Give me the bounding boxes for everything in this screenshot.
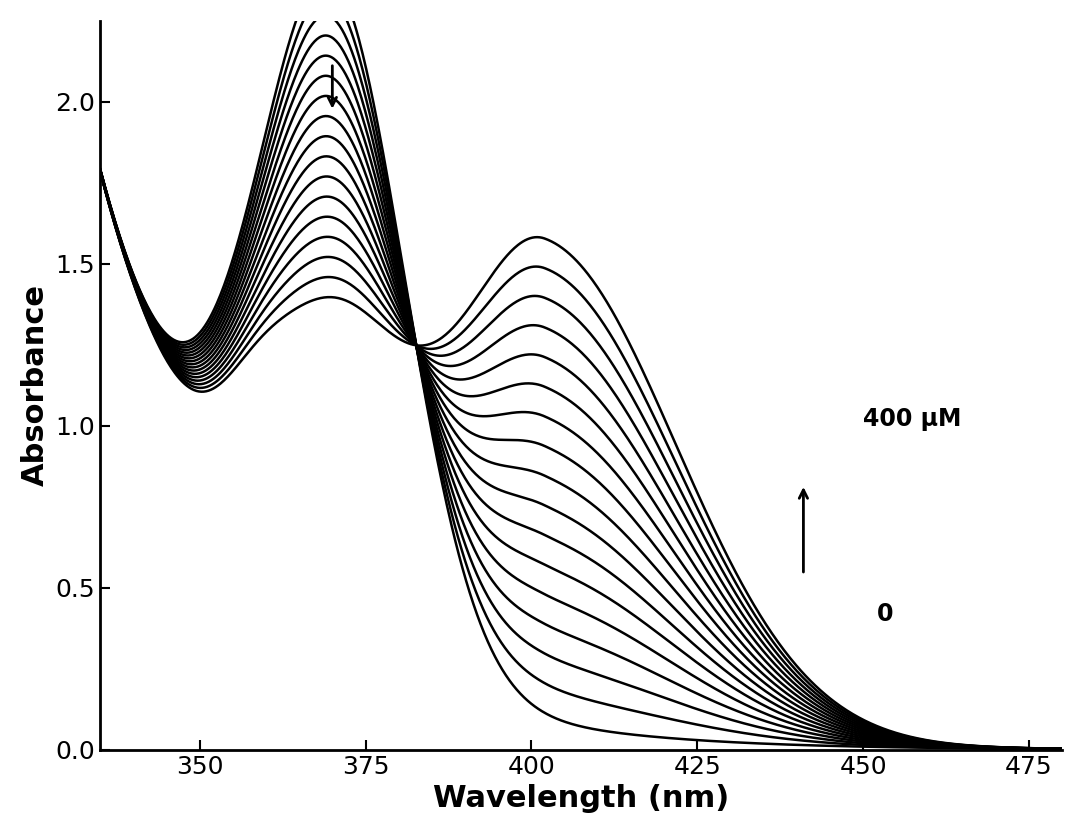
Text: 400 μM: 400 μM [863, 407, 962, 431]
Y-axis label: Absorbance: Absorbance [21, 284, 50, 486]
Text: 0: 0 [876, 601, 892, 626]
X-axis label: Wavelength (nm): Wavelength (nm) [433, 784, 729, 813]
